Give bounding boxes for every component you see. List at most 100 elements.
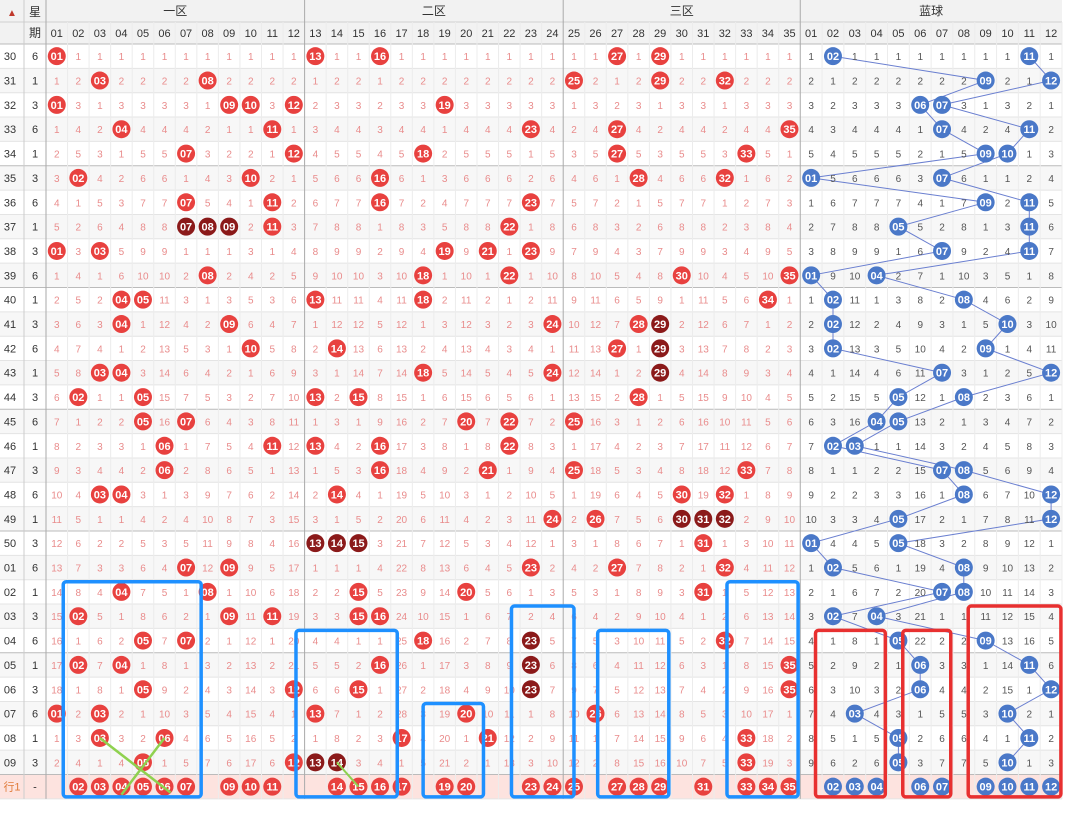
selection-box-front-1 xyxy=(61,579,203,799)
front-ball xyxy=(371,655,390,674)
miss-count: 1 xyxy=(636,198,642,209)
miss-count: 1 xyxy=(399,758,405,769)
miss-count: 12 xyxy=(741,442,753,453)
back-ball xyxy=(823,436,842,455)
miss-count: 3 xyxy=(76,466,82,477)
miss-count: 2 xyxy=(874,320,880,331)
front-ball-number: 09 xyxy=(223,563,235,575)
back-ball xyxy=(976,144,995,163)
miss-count: 5 xyxy=(463,150,469,161)
miss-count: 2 xyxy=(420,417,426,428)
miss-count: 9 xyxy=(313,271,319,282)
back-ball-number: 04 xyxy=(870,611,883,623)
miss-count: 15 xyxy=(159,393,171,404)
back-ball xyxy=(867,266,886,285)
miss-count: 13 xyxy=(762,612,774,623)
miss-count: 3 xyxy=(313,612,319,623)
weekday-value: 1 xyxy=(32,733,38,745)
front-ball-number: 33 xyxy=(740,757,752,769)
miss-count: 2 xyxy=(679,77,685,88)
miss-count: 12 xyxy=(590,320,602,331)
miss-count: 11 xyxy=(1002,588,1013,599)
miss-count: 4 xyxy=(722,271,728,282)
miss-count: 2 xyxy=(787,77,793,88)
issue-number: 33 xyxy=(4,124,16,136)
miss-count: 9 xyxy=(571,296,577,307)
column-number-label: 20 xyxy=(460,28,472,40)
miss-count: 4 xyxy=(593,125,599,136)
miss-count: 4 xyxy=(528,344,534,355)
front-ball xyxy=(694,509,713,528)
miss-count: 9 xyxy=(765,247,771,258)
miss-count: 3 xyxy=(571,539,577,550)
back-ball-number: 01 xyxy=(805,173,817,185)
miss-count: 3 xyxy=(593,101,599,112)
miss-count: 9 xyxy=(679,247,685,258)
miss-count: 12 xyxy=(461,320,473,331)
miss-count: 2 xyxy=(97,539,103,550)
miss-count: 1 xyxy=(983,101,989,112)
miss-count: 6 xyxy=(614,490,620,501)
miss-count: 15 xyxy=(1024,612,1036,623)
miss-count: 1 xyxy=(226,247,232,258)
miss-count: 4 xyxy=(269,539,275,550)
miss-count: 15 xyxy=(762,661,774,672)
front-ball-number: 02 xyxy=(72,611,84,623)
miss-count: 4 xyxy=(463,125,469,136)
back-ball xyxy=(1020,47,1039,66)
miss-count: 1 xyxy=(205,247,211,258)
miss-count: 1 xyxy=(269,637,275,648)
miss-count: 2 xyxy=(269,174,275,185)
back-ball-number: 04 xyxy=(870,270,883,282)
miss-count: 6 xyxy=(593,174,599,185)
back-ball xyxy=(976,339,995,358)
miss-count: 2 xyxy=(463,77,469,88)
miss-count: 1 xyxy=(205,296,211,307)
miss-count: 6 xyxy=(679,174,685,185)
column-number-label: 35 xyxy=(783,28,795,40)
miss-count: 4 xyxy=(507,369,513,380)
miss-count: 3 xyxy=(377,125,383,136)
miss-count: 7 xyxy=(700,198,706,209)
miss-count: 3 xyxy=(248,417,254,428)
forecast-front-number: 03 xyxy=(94,782,106,794)
miss-count: 1 xyxy=(97,271,103,282)
forecast-front-number: 05 xyxy=(137,782,149,794)
miss-count: 5 xyxy=(76,296,82,307)
miss-count: 13 xyxy=(504,758,516,769)
miss-count: 7 xyxy=(593,685,599,696)
miss-count: 1 xyxy=(507,466,513,477)
forecast-back-number: 06 xyxy=(914,782,926,794)
back-ball xyxy=(954,558,973,577)
front-ball-number: 18 xyxy=(417,295,429,307)
front-ball xyxy=(478,461,497,480)
miss-count: 1 xyxy=(420,320,426,331)
miss-count: 8 xyxy=(700,223,706,234)
miss-count: 1 xyxy=(54,77,60,88)
miss-count: 3 xyxy=(1048,442,1054,453)
miss-count: 8 xyxy=(657,564,663,575)
miss-count: 8 xyxy=(248,539,254,550)
front-ball-number: 13 xyxy=(309,709,321,721)
back-ball xyxy=(976,631,995,650)
miss-count: 6 xyxy=(119,271,125,282)
miss-count: 5 xyxy=(485,150,491,161)
miss-count: 3 xyxy=(808,101,814,112)
issue-number: 07 xyxy=(4,709,16,721)
miss-count: 1 xyxy=(571,490,577,501)
miss-count: 8 xyxy=(614,758,620,769)
miss-count: 3 xyxy=(442,174,448,185)
column-number-label: 33 xyxy=(740,28,752,40)
miss-count: 4 xyxy=(830,539,836,550)
miss-count: 5 xyxy=(356,515,362,526)
back-ball xyxy=(1042,680,1061,699)
miss-count: 5 xyxy=(571,198,577,209)
back-ball-number: 04 xyxy=(870,416,883,428)
miss-count: 1 xyxy=(636,417,642,428)
miss-count: 8 xyxy=(744,344,750,355)
miss-count: 7 xyxy=(961,758,967,769)
miss-count: 1 xyxy=(939,198,945,209)
miss-count: 1 xyxy=(485,271,491,282)
miss-count: 5 xyxy=(852,564,858,575)
table-row-bg xyxy=(0,165,1062,191)
